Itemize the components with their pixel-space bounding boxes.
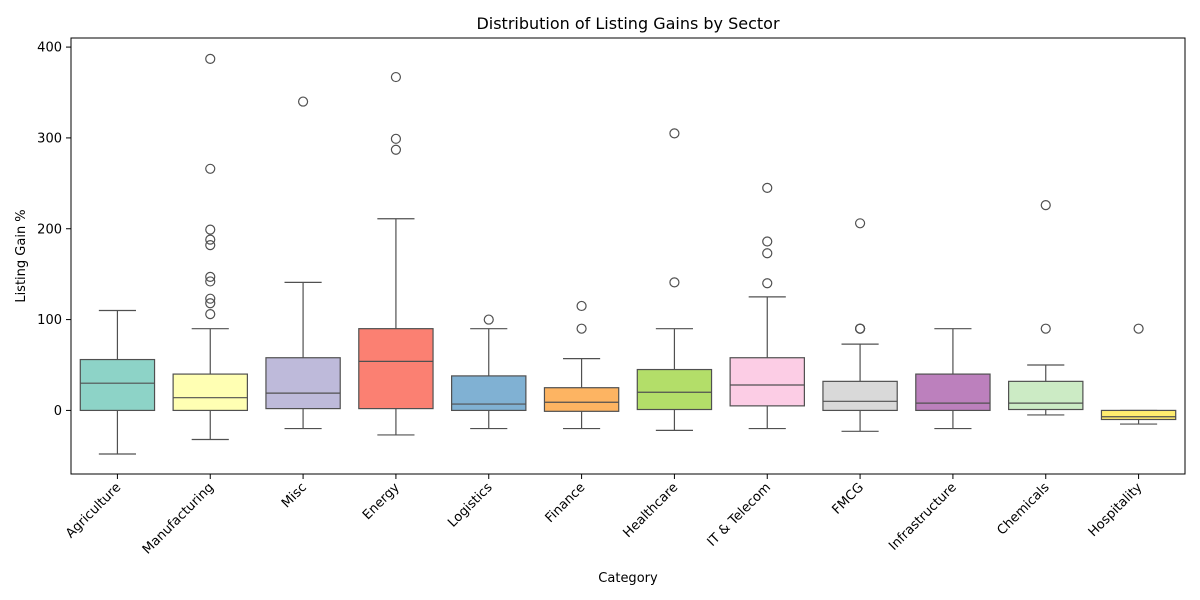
box-group-3 xyxy=(358,71,434,436)
outlier-point xyxy=(205,271,216,282)
outlier-point xyxy=(483,314,494,325)
outlier-point xyxy=(762,248,773,259)
outlier-point xyxy=(854,323,866,334)
box xyxy=(915,373,991,412)
box xyxy=(79,358,156,412)
box xyxy=(1008,380,1084,411)
plot-area xyxy=(79,53,1177,455)
outlier-point xyxy=(205,293,216,304)
box-group-0 xyxy=(79,309,156,455)
outlier-point xyxy=(297,96,309,107)
outlier-point xyxy=(762,236,773,247)
y-tick-label: 200 xyxy=(37,222,62,237)
box-group-1 xyxy=(172,53,248,441)
outlier-point xyxy=(1133,323,1144,334)
outlier-point xyxy=(205,240,216,251)
x-axis: Agriculture Manufacturing Misc Energy Logist… xyxy=(63,474,1146,557)
box-group-8 xyxy=(822,218,898,432)
x-tick-label: FMCG xyxy=(830,480,867,517)
y-tick-label: 300 xyxy=(37,131,62,146)
box xyxy=(636,368,713,411)
x-tick-label: Hospitality xyxy=(1086,480,1146,540)
x-tick-label: Infrastructure xyxy=(886,480,960,554)
plot-frame xyxy=(70,37,1186,475)
outlier-point xyxy=(205,309,216,320)
box-group-9 xyxy=(915,328,991,430)
outlier-point xyxy=(205,298,216,309)
y-tick-label: 100 xyxy=(37,313,62,328)
outlier-point xyxy=(390,133,402,144)
outlier-point xyxy=(205,224,216,235)
x-tick-label: Logistics xyxy=(445,480,496,531)
box-group-4 xyxy=(451,314,527,430)
x-tick-label: Energy xyxy=(360,480,403,523)
box-group-10 xyxy=(1008,200,1084,416)
box xyxy=(729,357,805,407)
y-tick-label: 400 xyxy=(37,41,62,56)
x-tick-label: Agriculture xyxy=(63,480,124,541)
outlier-point xyxy=(854,218,866,229)
outlier-point xyxy=(669,277,680,288)
outlier-point xyxy=(1040,323,1051,334)
box-group-11 xyxy=(1100,323,1177,425)
outlier-point xyxy=(762,182,773,193)
x-tick-label: Manufacturing xyxy=(140,480,217,557)
x-tick-label: Chemicals xyxy=(995,480,1053,538)
x-axis-label: Category xyxy=(598,571,658,586)
box xyxy=(451,375,527,412)
outlier-point xyxy=(762,278,773,289)
box xyxy=(265,357,341,410)
outlier-point xyxy=(576,323,587,334)
outlier-point xyxy=(576,300,587,312)
x-tick-label: IT & Telecom xyxy=(705,480,774,549)
box-group-6 xyxy=(636,128,713,431)
outlier-point xyxy=(390,71,402,83)
box xyxy=(172,373,248,412)
outlier-point xyxy=(205,53,216,64)
y-tick-label: 0 xyxy=(54,404,62,419)
y-axis-label: Listing Gain % xyxy=(14,209,29,302)
box xyxy=(1100,409,1177,421)
outlier-point xyxy=(205,234,216,245)
x-tick-label: Healthcare xyxy=(621,480,682,541)
outlier-point xyxy=(205,276,216,287)
box-group-2 xyxy=(265,96,341,430)
outlier-point xyxy=(669,128,680,139)
x-tick-label: Misc xyxy=(279,480,310,511)
box-group-5 xyxy=(543,300,620,430)
box xyxy=(543,387,620,412)
chart-title: Distribution of Listing Gains by Sector xyxy=(476,14,780,33)
outlier-point xyxy=(390,144,402,155)
x-tick-label: Finance xyxy=(543,480,589,526)
box xyxy=(822,380,898,412)
box xyxy=(358,328,434,410)
outlier-point xyxy=(1040,200,1051,211)
outlier-point xyxy=(205,163,216,174)
y-axis: 0 100 200 300 400 xyxy=(37,41,71,419)
box-group-7 xyxy=(729,182,805,430)
